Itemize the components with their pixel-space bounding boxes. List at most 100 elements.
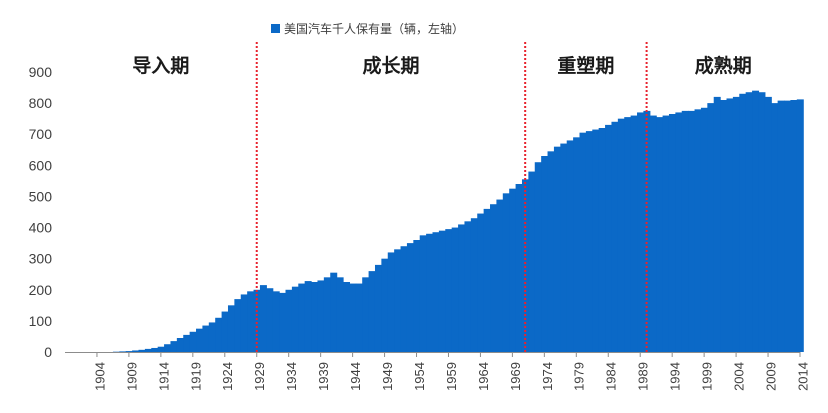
data-bar (227, 305, 235, 352)
y-tick-label: 100 (29, 313, 53, 329)
data-bar (368, 271, 376, 352)
data-bar (745, 92, 753, 352)
data-bar (617, 118, 625, 352)
x-tick-label: 1969 (508, 362, 523, 391)
data-bar (534, 162, 542, 352)
data-bar (739, 93, 747, 352)
data-bar (605, 124, 613, 352)
data-bar (771, 103, 779, 352)
x-tick-label: 2004 (732, 362, 747, 391)
data-bar (515, 184, 523, 352)
data-bar (477, 213, 485, 352)
y-tick-label: 600 (29, 157, 53, 173)
data-bar (541, 156, 549, 352)
y-tick-label: 900 (29, 64, 53, 80)
data-bar (451, 227, 459, 352)
data-bar (566, 140, 574, 352)
data-bar (764, 96, 772, 352)
data-bar (502, 193, 510, 352)
data-bar (713, 96, 721, 352)
data-bar (707, 103, 715, 352)
data-bar (208, 322, 216, 352)
data-bar (362, 277, 370, 352)
data-bar (752, 90, 760, 353)
data-bar (413, 240, 421, 352)
x-tick-label: 1954 (412, 362, 427, 391)
data-bar (784, 100, 792, 353)
data-bar (630, 115, 638, 352)
data-bar (483, 208, 491, 352)
data-bar (272, 291, 280, 352)
x-tick-label: 1934 (284, 362, 299, 391)
x-tick-label: 1959 (444, 362, 459, 391)
y-tick-label: 0 (44, 344, 52, 360)
plot-area (112, 90, 804, 353)
data-bar (419, 235, 427, 352)
data-bar (637, 112, 645, 352)
data-bar (125, 351, 133, 352)
data-bar (521, 179, 529, 352)
y-tick-label: 500 (29, 188, 53, 204)
y-tick-label: 400 (29, 220, 53, 236)
data-bar (560, 143, 568, 352)
data-bar (144, 348, 152, 352)
data-bar (681, 110, 689, 352)
data-bar (170, 341, 178, 352)
data-bar (438, 230, 446, 352)
data-bar (675, 112, 683, 352)
data-bar (304, 281, 312, 352)
data-bar (176, 338, 184, 352)
x-tick-label: 1919 (188, 362, 203, 391)
phase-label: 成熟期 (695, 54, 752, 77)
data-bar (387, 252, 395, 352)
data-bar (732, 96, 740, 352)
data-bar (573, 137, 581, 352)
data-bar (668, 114, 676, 352)
y-tick-label: 300 (29, 251, 53, 267)
data-bar (458, 224, 466, 352)
data-bar (579, 132, 587, 352)
phase-label: 成长期 (362, 54, 419, 77)
legend-label: 美国汽车千人保有量（辆，左轴） (284, 21, 464, 36)
data-bar (611, 121, 619, 352)
data-bar (132, 350, 140, 352)
y-tick-label: 700 (29, 126, 53, 142)
y-axis: 0 100 200 300 400 500 600 700 800 900 (29, 64, 53, 360)
x-tick-label: 1924 (220, 362, 235, 391)
x-tick-label: 1989 (636, 362, 651, 391)
x-tick-label: 1929 (252, 362, 267, 391)
data-bar (394, 249, 402, 352)
data-bar (694, 109, 702, 352)
data-bar (528, 171, 536, 352)
data-bar (464, 221, 472, 352)
x-tick-label: 1974 (540, 362, 555, 391)
data-bar (196, 328, 204, 352)
y-tick-label: 800 (29, 95, 53, 111)
data-bar (726, 98, 734, 352)
data-bar (790, 100, 798, 352)
data-bar (547, 151, 555, 352)
x-tick-label: 1979 (572, 362, 587, 391)
data-bar (355, 283, 363, 352)
data-bar (490, 204, 498, 352)
data-bar (119, 351, 127, 352)
data-bar (138, 349, 146, 352)
data-bar (157, 346, 165, 352)
x-axis: 1904 1909 1914 1919 1924 1929 1934 1939 1944 1949… (65, 352, 810, 391)
data-bar (164, 344, 172, 352)
data-bar (311, 282, 319, 352)
data-bar (202, 325, 210, 352)
data-bar (598, 128, 606, 352)
data-bar (189, 331, 197, 352)
data-bar (298, 283, 306, 352)
data-bar (432, 232, 440, 352)
data-bar (285, 289, 293, 352)
data-bar (215, 317, 223, 352)
legend: 美国汽车千人保有量（辆，左轴） (271, 21, 464, 36)
data-bar (374, 264, 382, 352)
x-tick-label: 1914 (156, 362, 171, 391)
data-bar (585, 131, 593, 352)
legend-swatch (271, 24, 280, 33)
x-tick-label: 1999 (700, 362, 715, 391)
